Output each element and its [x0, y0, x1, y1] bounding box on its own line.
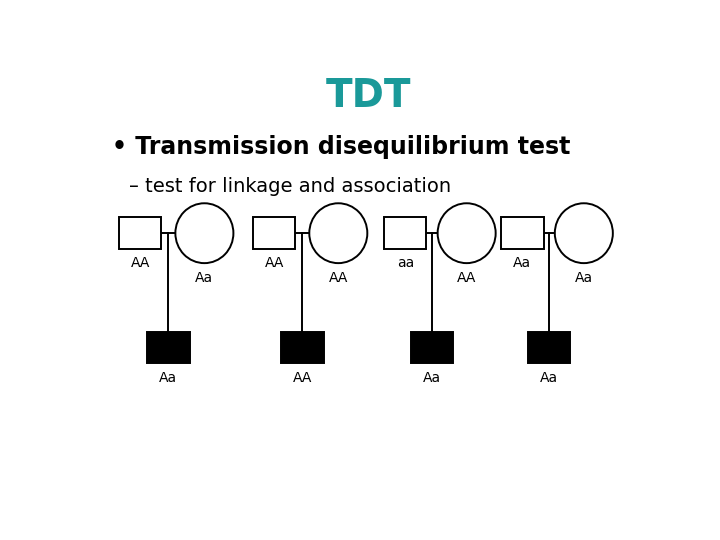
Ellipse shape: [438, 203, 495, 263]
Bar: [411, 332, 454, 363]
Text: Aa: Aa: [540, 371, 558, 385]
Text: AA: AA: [264, 256, 284, 271]
Text: AA: AA: [328, 271, 348, 285]
Bar: [147, 332, 189, 363]
Ellipse shape: [555, 203, 613, 263]
Bar: [281, 332, 323, 363]
Text: AA: AA: [457, 271, 477, 285]
Text: Aa: Aa: [575, 271, 593, 285]
Text: AA: AA: [130, 256, 150, 271]
Bar: [253, 218, 295, 249]
Bar: [501, 218, 544, 249]
Text: Aa: Aa: [423, 371, 441, 385]
Text: aa: aa: [397, 256, 414, 271]
Bar: [119, 218, 161, 249]
Text: Aa: Aa: [195, 271, 213, 285]
Ellipse shape: [310, 203, 367, 263]
Bar: [528, 332, 570, 363]
Text: AA: AA: [292, 371, 312, 385]
Text: – test for linkage and association: – test for linkage and association: [129, 177, 451, 196]
Text: Aa: Aa: [159, 371, 177, 385]
Ellipse shape: [176, 203, 233, 263]
Bar: [384, 218, 426, 249]
Text: • Transmission disequilibrium test: • Transmission disequilibrium test: [112, 136, 571, 159]
Text: TDT: TDT: [326, 77, 412, 115]
Text: Aa: Aa: [513, 256, 531, 271]
